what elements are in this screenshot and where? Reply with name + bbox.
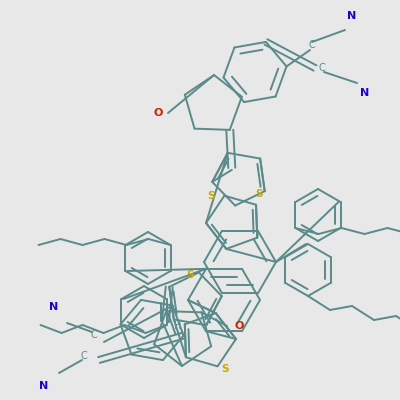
Text: C: C — [81, 351, 87, 361]
Text: S: S — [255, 189, 263, 199]
Text: C: C — [319, 63, 325, 73]
Text: S: S — [221, 364, 228, 374]
Text: N: N — [347, 11, 357, 21]
Text: S: S — [208, 191, 215, 201]
Text: O: O — [234, 321, 244, 331]
Text: C: C — [91, 330, 97, 340]
Text: O: O — [153, 108, 163, 118]
Text: N: N — [360, 88, 370, 98]
Text: H: H — [174, 321, 181, 331]
Text: S: S — [186, 270, 194, 280]
Text: C: C — [309, 40, 315, 50]
Text: N: N — [49, 302, 59, 312]
Text: N: N — [39, 381, 49, 391]
